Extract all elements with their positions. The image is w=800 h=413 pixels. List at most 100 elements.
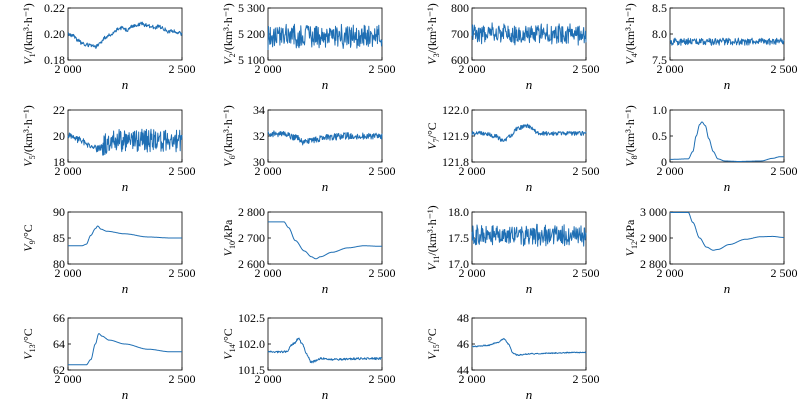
y-axis-label: V12/kPa (623, 219, 639, 256)
x-axis-label: n (122, 77, 129, 92)
y-tick-label: 800 (451, 1, 469, 15)
y-tick-label: 102.5 (238, 311, 265, 325)
series-line-v13 (68, 333, 182, 366)
y-axis-label: V15/°C (425, 328, 441, 359)
x-tick-label: 2 000 (657, 266, 684, 280)
x-axis-label: n (122, 387, 129, 402)
x-axis-label: n (322, 387, 329, 402)
subplot-v15: 44 46 48 2 000 2 500 n V15/°C (425, 311, 600, 402)
y-tick-label: 0.22 (44, 1, 65, 15)
series-line-v2 (267, 23, 383, 51)
x-tick-label: 2 000 (55, 372, 82, 386)
y-tick-label: 2 900 (640, 231, 667, 245)
x-tick-label: 2 500 (169, 164, 196, 178)
y-axis-label: V1/(km³·h⁻¹) (21, 3, 37, 65)
x-axis-label: n (122, 179, 129, 194)
y-tick-label: 700 (451, 27, 469, 41)
y-axis-label: V14/°C (221, 328, 237, 359)
subplot-v10: 2 600 2 700 2 800 2 000 2 500 n V10/kPa (221, 205, 396, 296)
x-tick-label: 2 500 (573, 266, 600, 280)
y-axis-label: V7/°C (425, 122, 441, 149)
y-tick-label: 17.0 (448, 257, 469, 271)
subplot-v12: 2 800 2 900 3 000 2 000 2 500 n V12/kPa (623, 205, 798, 296)
y-tick-label: 32 (253, 129, 265, 143)
y-axis-label: V3/(km³·h⁻¹) (425, 3, 441, 65)
y-tick-label: 0 (661, 155, 667, 169)
subplot-v5: 18 20 22 2 000 2 500 n V5/(km³·h⁻¹) (21, 103, 196, 194)
x-tick-label: 2 500 (169, 62, 196, 76)
x-tick-label: 2 000 (55, 164, 82, 178)
y-tick-label: 2 800 (640, 257, 667, 271)
y-tick-label: 0.20 (44, 27, 65, 41)
x-tick-label: 2 500 (169, 372, 196, 386)
y-tick-label: 17.5 (448, 231, 469, 245)
plot-frame (669, 7, 785, 61)
series-line-v4 (669, 37, 785, 46)
x-axis-label: n (526, 77, 533, 92)
x-axis-label: n (526, 387, 533, 402)
x-axis-label: n (724, 179, 731, 194)
y-tick-label: 62 (53, 363, 65, 377)
x-axis-label: n (322, 281, 329, 296)
y-axis-label: V5/(km³·h⁻¹) (21, 105, 37, 167)
x-tick-label: 2 000 (255, 62, 282, 76)
x-tick-label: 2 000 (657, 62, 684, 76)
x-axis-label: n (724, 77, 731, 92)
subplot-v11: 17.0 17.5 18.0 2 000 2 500 n V11/(km³·h⁻¹) (425, 205, 600, 296)
series-line-v3 (471, 22, 587, 46)
y-tick-label: 122.0 (442, 103, 469, 117)
y-tick-label: 18.0 (448, 205, 469, 219)
series-line-v7 (471, 123, 587, 142)
y-axis-label: V8/(km³·h⁻¹) (623, 105, 639, 167)
plot-frame (67, 7, 183, 61)
subplot-v7: 121.8 121.9 122.0 2 000 2 500 n V7/°C (425, 103, 600, 194)
x-axis-label: n (122, 281, 129, 296)
y-tick-label: 2 800 (238, 205, 265, 219)
y-tick-label: 34 (253, 103, 265, 117)
y-tick-label: 66 (53, 311, 65, 325)
subplot-v8: 0 0.5 1.0 2 000 2 500 n V8/(km³·h⁻¹) (623, 103, 798, 194)
y-tick-label: 101.5 (238, 363, 265, 377)
y-tick-label: 30 (253, 155, 265, 169)
x-tick-label: 2 000 (55, 62, 82, 76)
x-tick-label: 2 500 (369, 164, 396, 178)
x-axis-label: n (322, 77, 329, 92)
series-line-v8 (670, 121, 784, 162)
x-tick-label: 2 500 (573, 62, 600, 76)
plot-frame (267, 317, 383, 371)
x-tick-label: 2 500 (771, 266, 798, 280)
x-tick-label: 2 500 (369, 266, 396, 280)
y-tick-label: 80 (53, 257, 65, 271)
x-tick-label: 2 500 (369, 62, 396, 76)
subplot-v13: 62 64 66 2 000 2 500 n V13/°C (21, 311, 196, 402)
x-tick-label: 2 500 (369, 372, 396, 386)
x-tick-label: 2 000 (459, 164, 486, 178)
y-tick-label: 7.5 (652, 53, 667, 67)
y-axis-label: V13/°C (21, 328, 37, 359)
y-tick-label: 121.8 (442, 155, 469, 169)
series-line-v5 (67, 128, 183, 156)
subplot-v2: 5 100 5 200 5 300 2 000 2 500 n V2/(km³·h⁻¹) (221, 1, 396, 92)
x-tick-label: 2 500 (771, 62, 798, 76)
series-line-v10 (268, 221, 382, 260)
y-axis-label: V6/(km³·h⁻¹) (221, 105, 237, 167)
y-axis-label: V2/(km³·h⁻¹) (221, 3, 237, 65)
y-tick-label: 64 (53, 337, 65, 351)
plot-frame (669, 211, 785, 265)
series-line-v15 (471, 337, 587, 356)
x-tick-label: 2 000 (255, 372, 282, 386)
y-tick-label: 0.5 (652, 129, 667, 143)
x-tick-label: 2 500 (573, 372, 600, 386)
y-tick-label: 46 (457, 337, 469, 351)
x-tick-label: 2 000 (459, 62, 486, 76)
y-tick-label: 85 (53, 231, 65, 245)
subplot-v9: 80 85 90 2 000 2 500 n V9/°C (21, 205, 196, 296)
series-line-v14 (267, 337, 383, 364)
x-tick-label: 2 000 (459, 372, 486, 386)
x-tick-label: 2 000 (255, 164, 282, 178)
series-line-v12 (670, 212, 784, 251)
series-line-v11 (471, 223, 587, 247)
x-tick-label: 2 000 (55, 266, 82, 280)
y-tick-label: 121.9 (442, 129, 469, 143)
